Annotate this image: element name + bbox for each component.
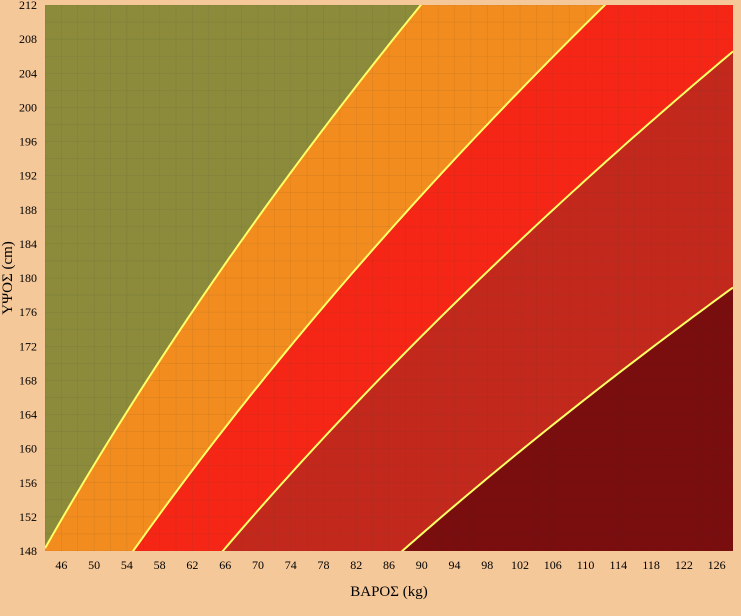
x-tick-label: 50	[88, 558, 100, 572]
y-tick-label: 180	[19, 271, 37, 285]
y-tick-label: 208	[19, 32, 37, 46]
x-tick-label: 90	[416, 558, 428, 572]
y-tick-label: 160	[19, 442, 37, 456]
x-tick-label: 62	[186, 558, 198, 572]
x-tick-label: 54	[121, 558, 133, 572]
y-tick-label: 172	[19, 339, 37, 353]
x-tick-label: 86	[383, 558, 395, 572]
y-tick-label: 184	[19, 237, 37, 251]
x-tick-label: 98	[481, 558, 493, 572]
bmi-chart-svg: 46 50 54 58 62 66 70 74 78 82 86 90 94 98 102 106 110 114…	[0, 0, 741, 616]
y-tick-label: 168	[19, 373, 37, 387]
x-tick-label: 66	[219, 558, 231, 572]
y-tick-label: 152	[19, 510, 37, 524]
x-tick-label: 46	[55, 558, 67, 572]
x-tick-label: 110	[577, 558, 595, 572]
x-tick-label: 82	[350, 558, 362, 572]
y-tick-label: 188	[19, 203, 37, 217]
x-tick-label: 70	[252, 558, 264, 572]
y-tick-label: 164	[19, 408, 37, 422]
y-tick-label: 192	[19, 169, 37, 183]
y-tick-label: 176	[19, 305, 37, 319]
y-tick-label: 200	[19, 100, 37, 114]
y-tick-label: 212	[19, 0, 37, 12]
y-tick-label: 204	[19, 66, 37, 80]
y-tick-label: 196	[19, 135, 37, 149]
x-tick-label: 58	[154, 558, 166, 572]
x-tick-label: 118	[642, 558, 660, 572]
x-tick-label: 106	[544, 558, 562, 572]
x-tick-label: 102	[511, 558, 529, 572]
x-axis-label: ΒΑΡΟΣ (kg)	[350, 584, 427, 600]
y-tick-label: 148	[19, 544, 37, 558]
x-tick-label: 114	[610, 558, 628, 572]
y-tick-label: 156	[19, 476, 37, 490]
bmi-chart-container: 46 50 54 58 62 66 70 74 78 82 86 90 94 98 102 106 110 114…	[0, 0, 741, 616]
x-tick-label: 122	[675, 558, 693, 572]
x-tick-label: 78	[317, 558, 329, 572]
x-tick-label: 74	[285, 558, 297, 572]
y-axis-label: ΥΨΟΣ (cm)	[0, 241, 16, 315]
x-tick-label: 94	[449, 558, 461, 572]
x-tick-label: 126	[708, 558, 726, 572]
